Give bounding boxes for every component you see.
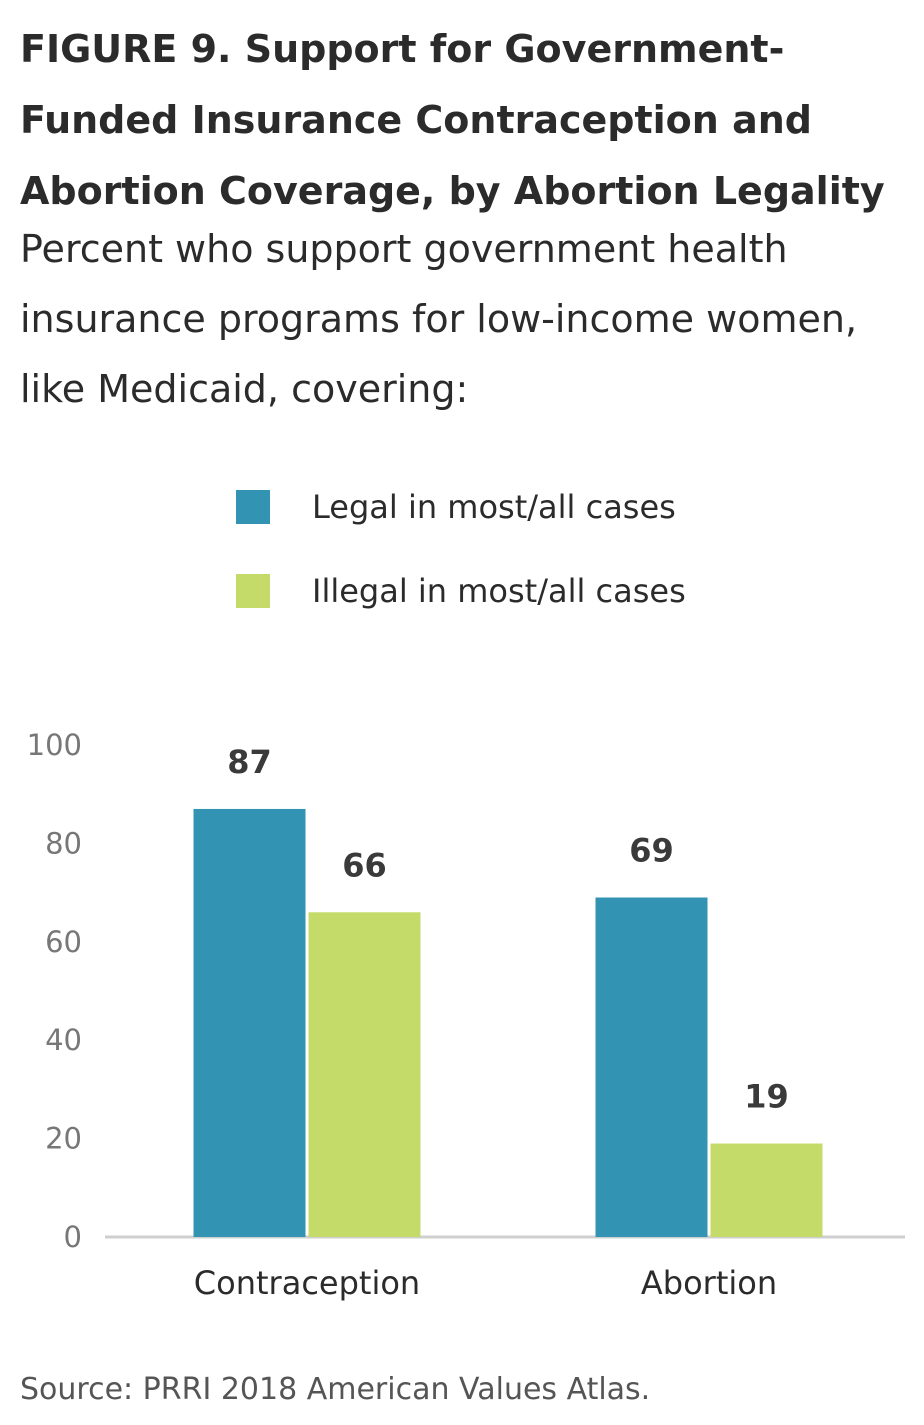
data-label: 87 xyxy=(227,743,272,781)
bar-chart: 0 20 40 60 80 100 87 66 Contraception 69 19 Abortio… xyxy=(27,728,905,1302)
bar xyxy=(595,897,708,1237)
data-label: 66 xyxy=(342,846,387,884)
data-label: 19 xyxy=(744,1078,789,1116)
bar xyxy=(308,912,421,1237)
bar xyxy=(193,808,306,1237)
data-label: 69 xyxy=(629,832,674,870)
y-tick-label: 0 xyxy=(64,1220,82,1254)
source-note: Source: PRRI 2018 American Values Atlas. xyxy=(20,1372,651,1407)
y-tick-label: 60 xyxy=(45,925,82,959)
y-tick-label: 100 xyxy=(27,728,82,762)
x-category-label: Contraception xyxy=(194,1264,420,1302)
x-category-label: Abortion xyxy=(641,1264,777,1302)
y-tick-label: 80 xyxy=(45,826,82,860)
chart-subtitle: Percent who support government health in… xyxy=(20,227,858,411)
legend-label-legal: Legal in most/all cases xyxy=(312,488,676,526)
legend-label-illegal: Illegal in most/all cases xyxy=(312,572,686,610)
legend-swatch-legal xyxy=(236,490,270,524)
legend-item-legal: Legal in most/all cases xyxy=(236,486,686,528)
chart-title: FIGURE 9. Support for Government-Funded … xyxy=(20,27,885,213)
legend: Legal in most/all cases Illegal in most/… xyxy=(236,486,686,654)
legend-swatch-illegal xyxy=(236,574,270,608)
legend-item-illegal: Illegal in most/all cases xyxy=(236,570,686,612)
y-tick-label: 40 xyxy=(45,1023,82,1057)
bar xyxy=(710,1143,823,1237)
y-tick-label: 20 xyxy=(45,1122,82,1156)
